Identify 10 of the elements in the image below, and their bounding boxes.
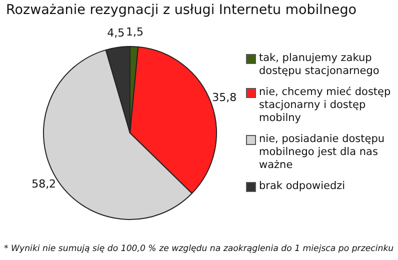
- data-label: 1,5: [126, 25, 144, 38]
- text: * Wyniki nie sumują się do 100,0 % ze względu na zaokrąglenia do 1 miejsca po przecinku: [4, 244, 394, 254]
- legend-label: brak odpowiedzi: [259, 180, 346, 193]
- legend-label: tak, planujemy zakup dostępu stacjonarnego: [259, 52, 380, 78]
- legend-label: nie, posiadanie dostępu mobilnego jest dla nas ważne: [259, 133, 386, 172]
- data-label: 35,8: [212, 91, 237, 104]
- data-label: 4,5: [107, 26, 125, 40]
- data-label: 58,2: [32, 178, 56, 191]
- legend-label: nie, chcemy mieć dostęp stacjonarny i dostęp mobilny: [259, 86, 392, 125]
- chart-title: Rozważanie rezygnacji z usługi Internetu mobilnego: [6, 2, 357, 18]
